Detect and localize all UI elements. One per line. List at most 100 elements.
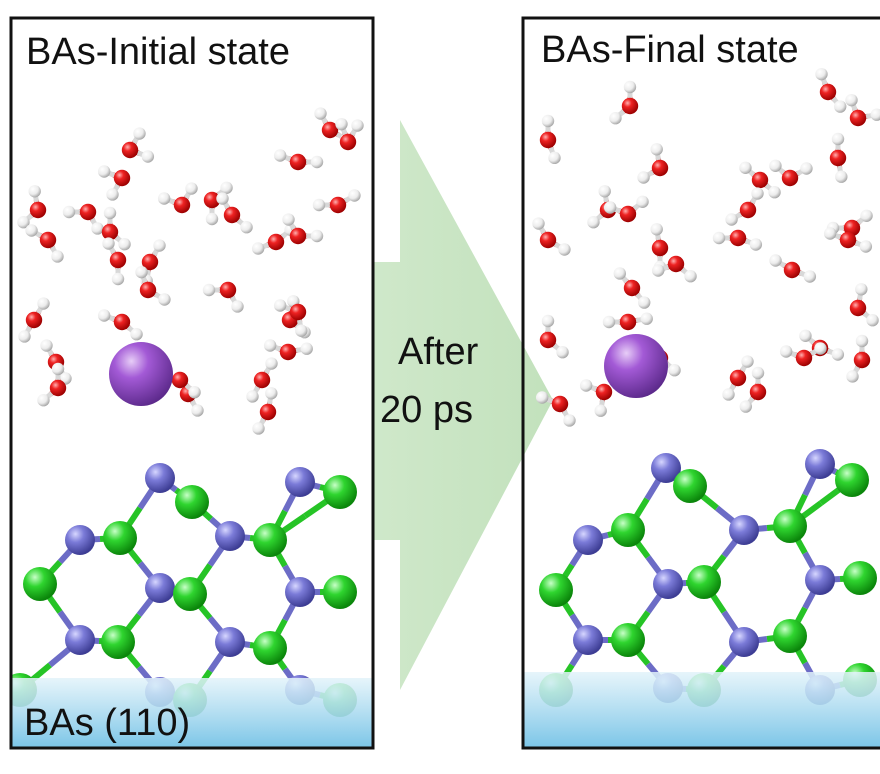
oxygen-atom bbox=[29, 201, 47, 219]
hydrogen-atom bbox=[240, 221, 253, 234]
boron-atom bbox=[805, 449, 835, 479]
water-molecule bbox=[252, 387, 278, 435]
oxygen-atom bbox=[595, 383, 613, 401]
hydrogen-atom bbox=[860, 209, 873, 222]
oxygen-atom bbox=[121, 141, 139, 159]
oxygen-atom bbox=[171, 371, 189, 389]
oxygen-atom bbox=[651, 159, 669, 177]
hydrogen-atom bbox=[800, 162, 813, 175]
hydrogen-atom bbox=[739, 400, 752, 413]
oxygen-atom bbox=[223, 206, 241, 224]
oxygen-atom bbox=[783, 261, 801, 279]
water-molecule bbox=[637, 143, 669, 184]
boron-atom bbox=[653, 569, 683, 599]
hydrogen-atom bbox=[668, 364, 681, 377]
oxygen-atom bbox=[839, 231, 857, 249]
hydrogen-atom bbox=[712, 231, 726, 245]
hydrogen-atom bbox=[684, 270, 697, 283]
cation-atom bbox=[604, 334, 668, 398]
water-molecule bbox=[62, 203, 104, 235]
water-molecule bbox=[282, 213, 324, 245]
arsenic-atom bbox=[673, 469, 707, 503]
water-molecule bbox=[17, 185, 47, 229]
hydrogen-atom bbox=[769, 159, 782, 172]
water-molecule bbox=[37, 362, 67, 407]
arsenic-atom bbox=[101, 625, 135, 659]
hydrogen-atom bbox=[51, 250, 64, 263]
oxygen-atom bbox=[49, 379, 67, 397]
hydrogen-atom bbox=[636, 195, 649, 208]
hydrogen-atom bbox=[831, 348, 845, 361]
hydrogen-atom bbox=[831, 132, 845, 146]
oxygen-atom bbox=[79, 203, 97, 221]
arsenic-atom bbox=[23, 567, 57, 601]
oxygen-atom bbox=[113, 169, 131, 187]
arsenic-atom bbox=[611, 513, 645, 547]
oxygen-atom bbox=[551, 395, 569, 413]
hydrogen-atom bbox=[541, 114, 555, 128]
boron-atom bbox=[145, 463, 175, 493]
hydrogen-atom bbox=[118, 238, 131, 251]
hydrogen-atom bbox=[157, 192, 171, 205]
oxygen-atom bbox=[289, 303, 307, 321]
final-panel-frame bbox=[521, 16, 880, 750]
oxygen-atom bbox=[623, 279, 641, 297]
water-molecule bbox=[651, 255, 697, 283]
hydrogen-atom bbox=[556, 346, 569, 359]
hydrogen-atom bbox=[158, 293, 171, 306]
arsenic-atom bbox=[253, 631, 287, 665]
boron-atom bbox=[651, 453, 681, 483]
final-bas-lattice bbox=[539, 449, 877, 707]
hydrogen-atom bbox=[623, 80, 637, 94]
water-molecule bbox=[263, 339, 313, 361]
substrate-label: BAs (110) bbox=[24, 702, 190, 744]
water-molecule bbox=[722, 355, 754, 401]
boron-atom bbox=[573, 525, 603, 555]
water-molecule bbox=[251, 223, 297, 255]
water-molecule bbox=[101, 206, 131, 251]
hydrogen-atom bbox=[768, 186, 781, 199]
hydrogen-atom bbox=[603, 201, 617, 214]
hydrogen-atom bbox=[295, 324, 308, 337]
arsenic-atom bbox=[253, 523, 287, 557]
oxygen-atom bbox=[289, 227, 307, 245]
oxygen-atom bbox=[173, 196, 191, 214]
hydrogen-atom bbox=[265, 387, 278, 400]
hydrogen-atom bbox=[51, 362, 65, 376]
hydrogen-atom bbox=[135, 265, 148, 279]
oxygen-atom bbox=[321, 121, 339, 139]
initial-state-panel: BAs-Initial state BAs (110) bbox=[9, 16, 375, 750]
hydrogen-atom bbox=[835, 170, 848, 183]
oxygen-atom bbox=[651, 239, 669, 257]
hydrogen-atom bbox=[348, 189, 361, 202]
hydrogen-atom bbox=[741, 355, 754, 368]
bas-substrate bbox=[11, 678, 373, 748]
arsenic-atom bbox=[173, 577, 207, 611]
arsenic-atom bbox=[323, 475, 357, 509]
water-molecule bbox=[609, 80, 639, 125]
hydrogen-atom bbox=[40, 339, 53, 352]
oxygen-atom bbox=[289, 153, 307, 171]
water-molecule bbox=[539, 114, 561, 165]
water-molecule bbox=[613, 267, 651, 309]
hydrogen-atom bbox=[855, 283, 868, 296]
water-molecule bbox=[273, 299, 308, 337]
final-bas-substrate bbox=[523, 672, 880, 748]
water-molecule bbox=[532, 217, 571, 256]
boron-atom bbox=[805, 565, 835, 595]
oxygen-atom bbox=[739, 201, 757, 219]
initial-structure bbox=[11, 107, 373, 748]
hydrogen-atom bbox=[28, 185, 41, 198]
transition-arrow bbox=[374, 120, 553, 690]
oxygen-atom bbox=[795, 349, 813, 367]
cation-atom bbox=[109, 342, 173, 406]
hydrogen-atom bbox=[548, 151, 561, 165]
hydrogen-atom bbox=[751, 187, 764, 200]
water-molecule bbox=[769, 159, 813, 187]
oxygen-atom bbox=[219, 281, 237, 299]
water-molecule bbox=[579, 379, 613, 417]
final-structure bbox=[523, 67, 880, 748]
oxygen-atom bbox=[113, 313, 131, 331]
water-molecule bbox=[725, 187, 764, 226]
